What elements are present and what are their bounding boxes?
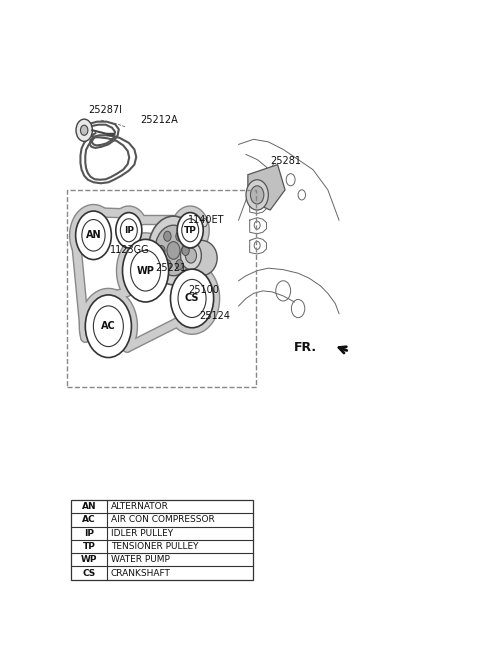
Text: 1123GG: 1123GG xyxy=(110,245,150,255)
Text: ALTERNATOR: ALTERNATOR xyxy=(111,502,169,511)
Text: AN: AN xyxy=(85,230,101,240)
Circle shape xyxy=(116,213,142,248)
Text: AC: AC xyxy=(101,321,116,331)
Text: TP: TP xyxy=(184,226,197,235)
Text: TP: TP xyxy=(83,542,95,551)
Text: IP: IP xyxy=(84,529,94,538)
Circle shape xyxy=(148,216,199,285)
Text: IP: IP xyxy=(124,226,134,235)
Circle shape xyxy=(177,213,203,248)
Circle shape xyxy=(164,260,171,270)
Text: CRANKSHAFT: CRANKSHAFT xyxy=(111,569,171,578)
Circle shape xyxy=(176,231,183,241)
Circle shape xyxy=(202,218,207,227)
Circle shape xyxy=(85,295,132,358)
Text: TENSIONER PULLEY: TENSIONER PULLEY xyxy=(111,542,198,551)
Circle shape xyxy=(81,125,88,135)
Text: 25287I: 25287I xyxy=(88,105,122,115)
Text: AIR CON COMPRESSOR: AIR CON COMPRESSOR xyxy=(111,516,215,524)
Text: WATER PUMP: WATER PUMP xyxy=(111,556,170,564)
Circle shape xyxy=(167,241,180,259)
Text: WP: WP xyxy=(137,266,155,276)
Text: 25281: 25281 xyxy=(270,155,301,165)
Text: CS: CS xyxy=(185,293,199,304)
Circle shape xyxy=(155,225,192,276)
Text: IDLER PULLEY: IDLER PULLEY xyxy=(111,529,173,538)
Text: 25212A: 25212A xyxy=(140,115,178,125)
Circle shape xyxy=(76,211,111,260)
Circle shape xyxy=(128,249,133,257)
Polygon shape xyxy=(248,165,285,210)
Text: WP: WP xyxy=(81,556,97,564)
Circle shape xyxy=(76,119,92,141)
Circle shape xyxy=(182,245,189,255)
Circle shape xyxy=(251,186,264,204)
Text: 1140ET: 1140ET xyxy=(188,215,225,225)
Text: 25124: 25124 xyxy=(200,311,230,321)
Text: AN: AN xyxy=(82,502,96,511)
Text: FR.: FR. xyxy=(294,342,317,354)
Text: AC: AC xyxy=(82,516,96,524)
Circle shape xyxy=(157,245,165,255)
Ellipse shape xyxy=(186,240,217,276)
Circle shape xyxy=(164,231,171,241)
Circle shape xyxy=(180,241,202,270)
Bar xyxy=(71,500,253,580)
Circle shape xyxy=(122,239,168,302)
Circle shape xyxy=(170,269,214,328)
Circle shape xyxy=(176,260,183,270)
Circle shape xyxy=(246,180,268,210)
Circle shape xyxy=(185,248,196,263)
Text: CS: CS xyxy=(82,569,96,578)
Text: 25100: 25100 xyxy=(188,285,219,295)
Text: 25221: 25221 xyxy=(155,263,186,273)
